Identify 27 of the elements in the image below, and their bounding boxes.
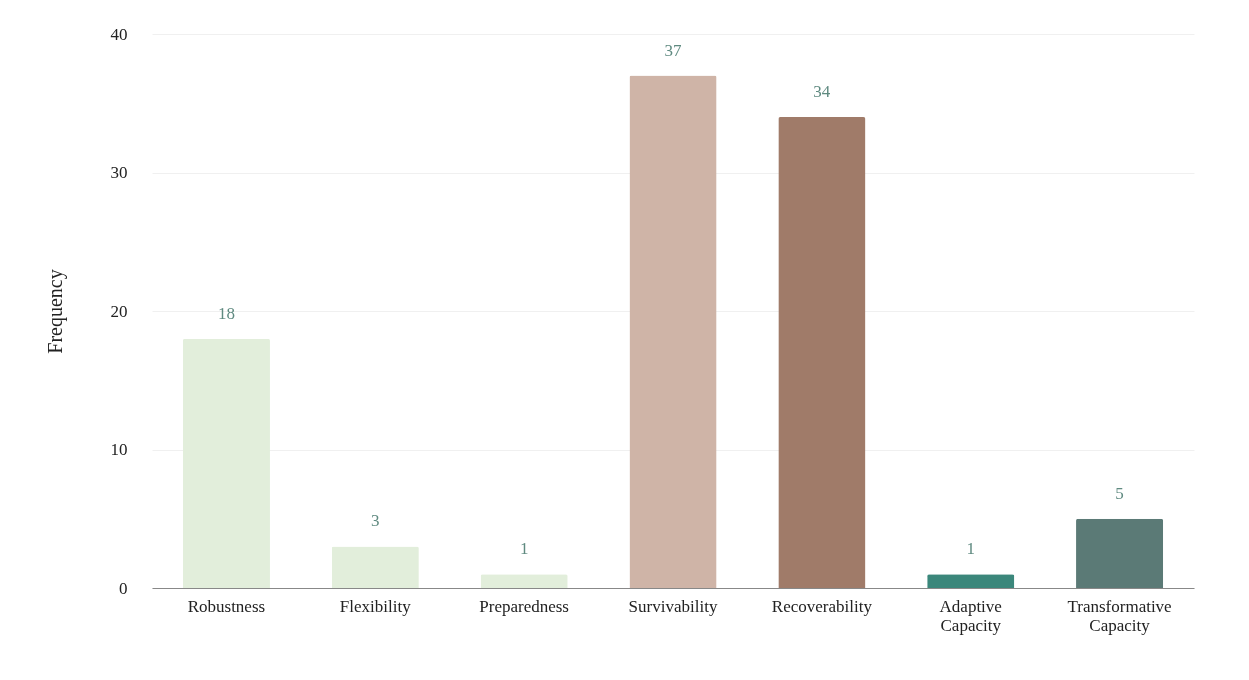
y-tick-label: 10 [110, 440, 128, 459]
data-label: 1 [966, 539, 975, 559]
x-tick-label: Robustness [187, 596, 266, 616]
bar [629, 75, 717, 588]
y-tick-label: 20 [110, 301, 128, 321]
data-label: 18 [217, 303, 235, 323]
x-tick-label: Transformative Capacity [1067, 596, 1172, 635]
data-label: 37 [664, 40, 682, 60]
y-tick-label: 30 [110, 163, 128, 182]
data-label: 3 [371, 511, 380, 531]
bar [1076, 518, 1164, 588]
data-label: 34 [813, 82, 831, 102]
data-label: 5 [1115, 483, 1124, 503]
x-tick-label: Survivability [628, 596, 718, 616]
x-tick-label: Preparedness [479, 596, 569, 616]
x-tick-label: Flexibility [339, 596, 412, 616]
data-label: 1 [519, 539, 529, 559]
bar [927, 574, 1015, 588]
bar [778, 117, 866, 588]
bar [331, 546, 419, 588]
bar [480, 574, 568, 588]
bar [182, 338, 270, 588]
y-tick-label: 0 [119, 578, 128, 598]
x-tick-label: Adaptive Capacity [939, 596, 1002, 635]
y-axis-title: Frequency [43, 269, 67, 354]
y-tick-label: 40 [110, 24, 128, 44]
x-tick-label: Recoverability [771, 596, 873, 616]
